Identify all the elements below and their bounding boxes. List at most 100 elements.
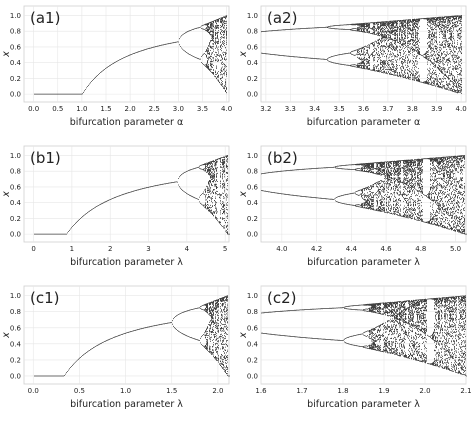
y-tick-label: 1.0	[247, 292, 258, 300]
bifurcation-trace	[261, 15, 462, 94]
y-tick-label: 0.2	[247, 356, 258, 364]
x-tick-label: 1.6	[255, 387, 267, 395]
chart-svg: 0 1 2 3 4 5 0.0 0.2 0.4 0.6 0.8 1.0 bifurcation para…	[1, 145, 230, 268]
y-tick-label: 0.6	[247, 183, 259, 191]
y-tick-label: 0.8	[247, 28, 258, 36]
x-tick-label: 2.0	[419, 387, 430, 395]
y-tick-label: 1.0	[10, 152, 21, 160]
y-tick-label: 0.8	[247, 168, 258, 176]
plot-frame	[23, 5, 230, 103]
bifurcation-trace	[34, 155, 230, 235]
x-axis-label: bifurcation parameter λ	[70, 257, 183, 268]
y-tick-label: 0.2	[247, 215, 258, 223]
chart-svg: 0.0 0.5 1.0 1.5 2.0 2.5 3.0 3.5 4.0 0.0 0.2 0.4 0.6 0…	[1, 5, 232, 128]
x-tick-label: 1	[70, 245, 74, 253]
x-tick-label: 3.5	[197, 105, 208, 113]
x-tick-label: 4.8	[415, 245, 426, 253]
y-tick-label: 0.4	[10, 340, 22, 348]
x-tick-label: 3.6	[358, 105, 370, 113]
bifurcation-points	[34, 15, 227, 95]
x-tick-label: 3.7	[382, 105, 393, 113]
x-tick-label: 5	[223, 245, 227, 253]
bifurcation-trace	[34, 295, 230, 377]
y-tick-label: 0.2	[10, 215, 21, 223]
plot-frame	[23, 145, 230, 243]
x-axis-label: bifurcation parameter α	[307, 117, 420, 128]
x-tick-label: 4.0	[456, 105, 467, 113]
y-axis-label: x	[1, 51, 12, 58]
plot-frame	[260, 145, 467, 243]
panel-label: (a1)	[30, 9, 60, 27]
x-tick-label: 0.0	[28, 387, 39, 395]
y-tick-label: 0.4	[247, 59, 259, 67]
bifurcation-points	[261, 15, 462, 94]
x-tick-label: 3.5	[334, 105, 345, 113]
y-tick-label: 0.8	[10, 28, 21, 36]
x-tick-label: 1.0	[76, 105, 87, 113]
bifurcation-trace	[261, 295, 467, 377]
panel-label: (a2)	[267, 9, 297, 27]
x-tick-label: 3.3	[285, 105, 296, 113]
bifurcation-trace	[261, 155, 467, 235]
panel-c2: 1.6 1.7 1.8 1.9 2.0 2.1 0.0 0.2 0.4 0.6 0.8 1.0 bifu…	[237, 280, 474, 422]
x-tick-label: 0.0	[28, 105, 39, 113]
bifurcation-points	[34, 155, 230, 235]
y-tick-label: 0.0	[247, 231, 258, 239]
panel-label: (c2)	[267, 289, 297, 307]
y-tick-label: 0.0	[247, 372, 258, 380]
x-tick-label: 1.9	[378, 387, 389, 395]
x-tick-label: 1.0	[120, 387, 131, 395]
y-tick-label: 0.4	[10, 199, 22, 207]
x-tick-label: 3.2	[260, 105, 271, 113]
y-axis-label: x	[1, 332, 12, 339]
y-tick-label: 0.8	[10, 308, 21, 316]
x-tick-label: 2.1	[460, 387, 471, 395]
x-tick-label: 3.8	[407, 105, 418, 113]
x-tick-label: 4.6	[381, 245, 393, 253]
x-tick-label: 1.8	[337, 387, 348, 395]
panel-a2: 3.2 3.3 3.4 3.5 3.6 3.7 3.8 3.9 4.0 0.0 0.2 0.4 0.6 0…	[237, 0, 474, 140]
y-axis-label: x	[238, 51, 249, 58]
x-tick-label: 1.5	[100, 105, 111, 113]
y-tick-label: 0.0	[247, 91, 258, 99]
y-tick-label: 0.6	[10, 183, 22, 191]
x-tick-label: 0.5	[74, 387, 85, 395]
chart-svg: 4.0 4.2 4.4 4.6 4.8 5.0 0.0 0.2 0.4 0.6 0.8 1.0 bifu…	[238, 145, 467, 268]
panel-b1: 0 1 2 3 4 5 0.0 0.2 0.4 0.6 0.8 1.0 bifurcation para…	[0, 140, 237, 280]
y-tick-label: 0.2	[10, 356, 21, 364]
chart-svg: 0.0 0.5 1.0 1.5 2.0 0.0 0.2 0.4 0.6 0.8 1.0 bifurca…	[1, 285, 230, 410]
y-tick-label: 0.6	[10, 43, 22, 51]
bifurcation-points	[261, 155, 467, 235]
y-axis-label: x	[238, 191, 249, 198]
x-tick-label: 4.0	[221, 105, 232, 113]
y-tick-label: 0.8	[10, 168, 21, 176]
panel-b2: 4.0 4.2 4.4 4.6 4.8 5.0 0.0 0.2 0.4 0.6 0.8 1.0 bifu…	[237, 140, 474, 280]
x-axis-label: bifurcation parameter λ	[307, 399, 420, 410]
x-axis-label: bifurcation parameter α	[70, 117, 183, 128]
x-tick-label: 2.5	[149, 105, 160, 113]
x-tick-label: 0	[31, 245, 35, 253]
bifurcation-points	[261, 295, 467, 377]
x-tick-label: 3.9	[431, 105, 442, 113]
x-axis-label: bifurcation parameter λ	[307, 257, 420, 268]
y-tick-label: 0.2	[10, 75, 21, 83]
panel-label: (b2)	[267, 149, 298, 167]
y-tick-label: 0.6	[247, 324, 259, 332]
x-tick-label: 4.4	[346, 245, 358, 253]
panel-a1: 0.0 0.5 1.0 1.5 2.0 2.5 3.0 3.5 4.0 0.0 0.2 0.4 0.6 0…	[0, 0, 237, 140]
chart-svg: 3.2 3.3 3.4 3.5 3.6 3.7 3.8 3.9 4.0 0.0 0.2 0.4 0.6 0…	[238, 5, 467, 128]
y-tick-label: 0.4	[247, 199, 259, 207]
bifurcation-points	[34, 295, 230, 377]
y-tick-label: 0.6	[10, 324, 22, 332]
panel-label: (c1)	[30, 289, 60, 307]
x-tick-label: 4.0	[276, 245, 287, 253]
y-tick-label: 0.6	[247, 43, 259, 51]
x-tick-label: 3	[146, 245, 150, 253]
y-tick-label: 1.0	[10, 12, 21, 20]
panel-c1: 0.0 0.5 1.0 1.5 2.0 0.0 0.2 0.4 0.6 0.8 1.0 bifurca…	[0, 280, 237, 422]
y-tick-label: 0.2	[247, 75, 258, 83]
x-tick-label: 1.7	[296, 387, 307, 395]
chart-svg: 1.6 1.7 1.8 1.9 2.0 2.1 0.0 0.2 0.4 0.6 0.8 1.0 bifu…	[238, 285, 472, 410]
plot-frame	[23, 285, 230, 385]
